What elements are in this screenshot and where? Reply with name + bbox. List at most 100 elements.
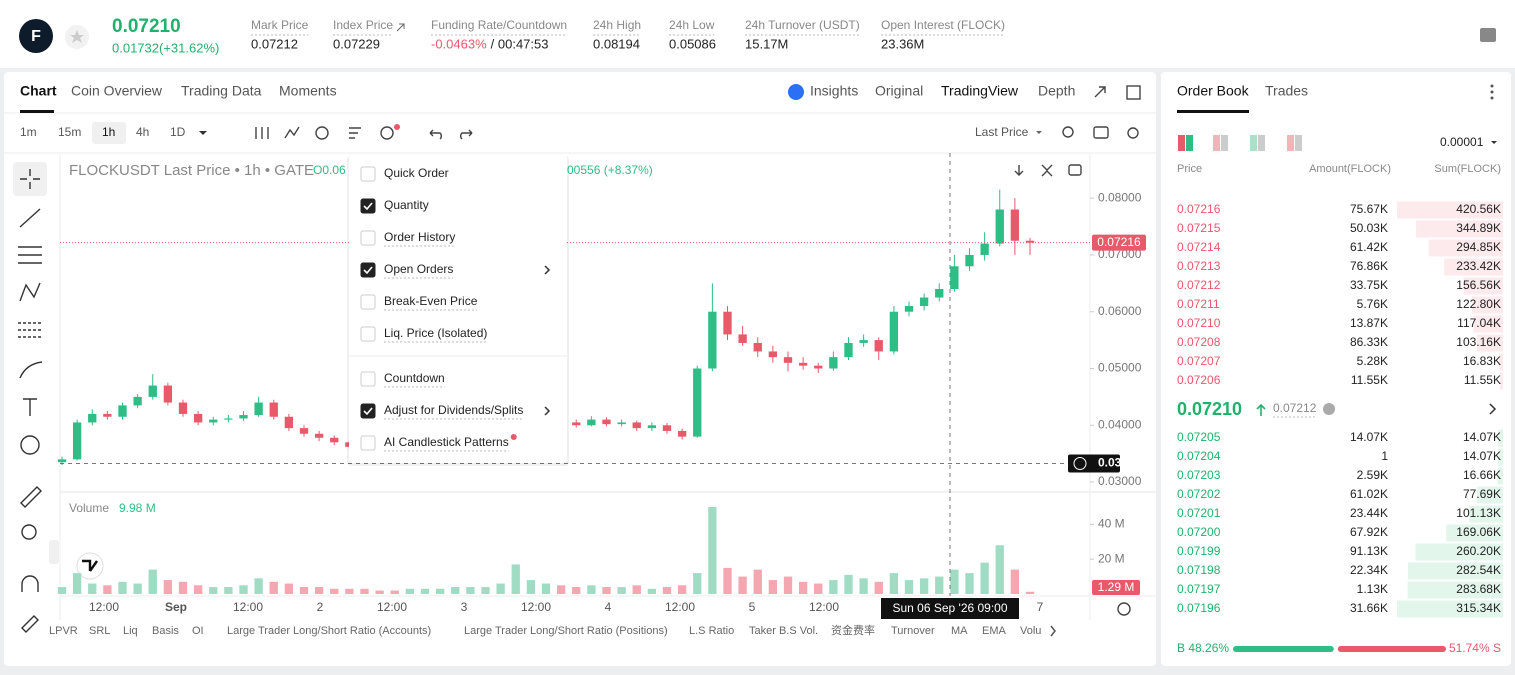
indicator-tab[interactable]: EMA bbox=[982, 625, 1007, 637]
book-price[interactable]: 0.07213 bbox=[1177, 259, 1221, 273]
indicator-tab[interactable]: Taker B.S Vol. bbox=[749, 625, 818, 637]
fib-tool[interactable] bbox=[18, 322, 42, 338]
indicator-icon[interactable] bbox=[284, 126, 300, 139]
redo-icon[interactable] bbox=[460, 129, 473, 140]
book-price[interactable]: 0.07210 bbox=[1177, 316, 1221, 330]
checkbox[interactable] bbox=[360, 198, 376, 214]
menu-item[interactable]: Countdown bbox=[384, 371, 445, 385]
search-icon[interactable] bbox=[1062, 126, 1074, 138]
view-tab[interactable]: Insights bbox=[810, 83, 858, 99]
chart-tab[interactable]: Trading Data bbox=[181, 83, 262, 99]
brush-tool[interactable] bbox=[19, 361, 43, 379]
indicator-tab[interactable]: Large Trader Long/Short Ratio (Accounts) bbox=[227, 625, 431, 637]
notes-icon[interactable] bbox=[1480, 28, 1496, 42]
replay-icon[interactable] bbox=[315, 126, 329, 140]
scroll-down-button[interactable] bbox=[1014, 165, 1024, 176]
chart-settings-icon[interactable] bbox=[1117, 602, 1131, 616]
indicator-scroll[interactable] bbox=[1050, 625, 1056, 637]
pattern-tool[interactable] bbox=[19, 282, 41, 302]
template-icon[interactable] bbox=[349, 127, 361, 139]
indicator-tab[interactable]: Liq bbox=[123, 625, 138, 637]
interval[interactable]: 1m bbox=[20, 125, 37, 139]
indicator-tab[interactable]: OI bbox=[192, 625, 204, 637]
layout-bids[interactable] bbox=[1250, 135, 1257, 151]
text-tool[interactable] bbox=[23, 398, 37, 416]
window-icon[interactable] bbox=[1126, 85, 1141, 100]
add-icon[interactable] bbox=[380, 126, 394, 140]
checkbox[interactable] bbox=[360, 371, 376, 387]
stat-label[interactable]: Funding Rate/Countdown bbox=[431, 18, 567, 32]
emoji-tool[interactable] bbox=[20, 435, 40, 455]
magnet-tool[interactable] bbox=[21, 575, 39, 592]
menu-item[interactable]: Break-Even Price bbox=[384, 294, 478, 308]
checkbox[interactable] bbox=[360, 166, 376, 182]
candle-type-icon[interactable] bbox=[255, 127, 269, 139]
book-price[interactable]: 0.07216 bbox=[1177, 202, 1221, 216]
book-price[interactable]: 0.07202 bbox=[1177, 487, 1221, 501]
menu-item[interactable]: Order History bbox=[384, 230, 455, 244]
book-price[interactable]: 0.07206 bbox=[1177, 373, 1221, 387]
fullscreen-icon[interactable] bbox=[1094, 86, 1106, 98]
book-price[interactable]: 0.07198 bbox=[1177, 563, 1221, 577]
checkbox[interactable] bbox=[360, 435, 376, 451]
crosshair-tool-bg[interactable] bbox=[13, 162, 47, 196]
book-price[interactable]: 0.07203 bbox=[1177, 468, 1221, 482]
menu-item[interactable]: Quick Order bbox=[384, 166, 449, 180]
layout-both[interactable] bbox=[1178, 135, 1185, 151]
settings-icon[interactable] bbox=[1127, 127, 1139, 139]
trend-line-tool[interactable] bbox=[19, 208, 41, 228]
interval[interactable]: 1D bbox=[170, 125, 186, 139]
pencil-tool[interactable] bbox=[21, 615, 39, 633]
menu-item[interactable]: Adjust for Dividends/Splits bbox=[384, 403, 523, 417]
view-tab[interactable]: Original bbox=[875, 83, 923, 99]
interval[interactable]: 4h bbox=[136, 125, 149, 139]
indicator-tab[interactable]: Turnover bbox=[891, 625, 935, 637]
menu-item[interactable]: Open Orders bbox=[384, 262, 453, 276]
interval[interactable]: 15m bbox=[58, 125, 81, 139]
book-price[interactable]: 0.07204 bbox=[1177, 449, 1221, 463]
view-tab[interactable]: Depth bbox=[1038, 83, 1075, 99]
chart-tab[interactable]: Moments bbox=[279, 83, 337, 99]
menu-item[interactable]: Quantity bbox=[384, 198, 429, 212]
collapse-button[interactable] bbox=[1041, 164, 1053, 177]
book-price[interactable]: 0.07214 bbox=[1177, 240, 1221, 254]
menu-item[interactable]: Liq. Price (Isolated) bbox=[384, 326, 487, 340]
stat-label[interactable]: Mark Price bbox=[251, 18, 309, 32]
menu-item[interactable]: AI Candlestick Patterns bbox=[384, 435, 509, 449]
indicator-tab[interactable]: SRL bbox=[89, 625, 110, 637]
indicator-tab[interactable]: Volu bbox=[1020, 625, 1041, 637]
book-expand[interactable] bbox=[1489, 403, 1497, 415]
book-tab[interactable]: Order Book bbox=[1177, 83, 1250, 99]
book-price[interactable]: 0.07211 bbox=[1177, 297, 1220, 311]
checkbox[interactable] bbox=[360, 230, 376, 246]
book-price[interactable]: 0.07207 bbox=[1177, 354, 1221, 368]
book-price[interactable]: 0.07200 bbox=[1177, 525, 1221, 539]
add-order-icon[interactable] bbox=[1073, 456, 1087, 470]
checkbox[interactable] bbox=[360, 262, 376, 278]
chart-tab[interactable]: Chart bbox=[20, 83, 57, 99]
book-price[interactable]: 0.07199 bbox=[1177, 544, 1221, 558]
price-source[interactable]: Last Price bbox=[975, 125, 1029, 139]
precision[interactable]: 0.00001 bbox=[1440, 135, 1484, 149]
book-price[interactable]: 0.07201 bbox=[1177, 506, 1221, 520]
layout-compact[interactable] bbox=[1287, 135, 1294, 151]
book-price[interactable]: 0.07196 bbox=[1177, 601, 1221, 615]
chart-tab[interactable]: Coin Overview bbox=[71, 83, 163, 99]
zoom-tool[interactable] bbox=[21, 524, 37, 540]
stat-label[interactable]: 24h Low bbox=[669, 18, 715, 32]
layout-asks[interactable] bbox=[1213, 135, 1220, 151]
indicator-tab[interactable]: L.S Ratio bbox=[689, 625, 734, 637]
stat-label[interactable]: Index Price bbox=[333, 18, 393, 32]
panel-toggle[interactable] bbox=[49, 540, 59, 564]
camera-icon[interactable] bbox=[1093, 126, 1109, 139]
indicator-tab[interactable]: Large Trader Long/Short Ratio (Positions… bbox=[464, 625, 668, 637]
book-price[interactable]: 0.07215 bbox=[1177, 221, 1221, 235]
stat-label[interactable]: Open Interest (FLOCK) bbox=[881, 18, 1005, 32]
indicator-tab[interactable]: MA bbox=[951, 625, 968, 637]
restore-button[interactable] bbox=[1068, 164, 1082, 176]
crosshair-tool[interactable] bbox=[20, 169, 40, 189]
book-mark-price[interactable]: 0.07212 bbox=[1273, 401, 1317, 415]
book-price[interactable]: 0.07208 bbox=[1177, 335, 1221, 349]
indicator-tab[interactable]: LPVR bbox=[49, 625, 78, 637]
stat-label[interactable]: 24h Turnover (USDT) bbox=[745, 18, 860, 32]
